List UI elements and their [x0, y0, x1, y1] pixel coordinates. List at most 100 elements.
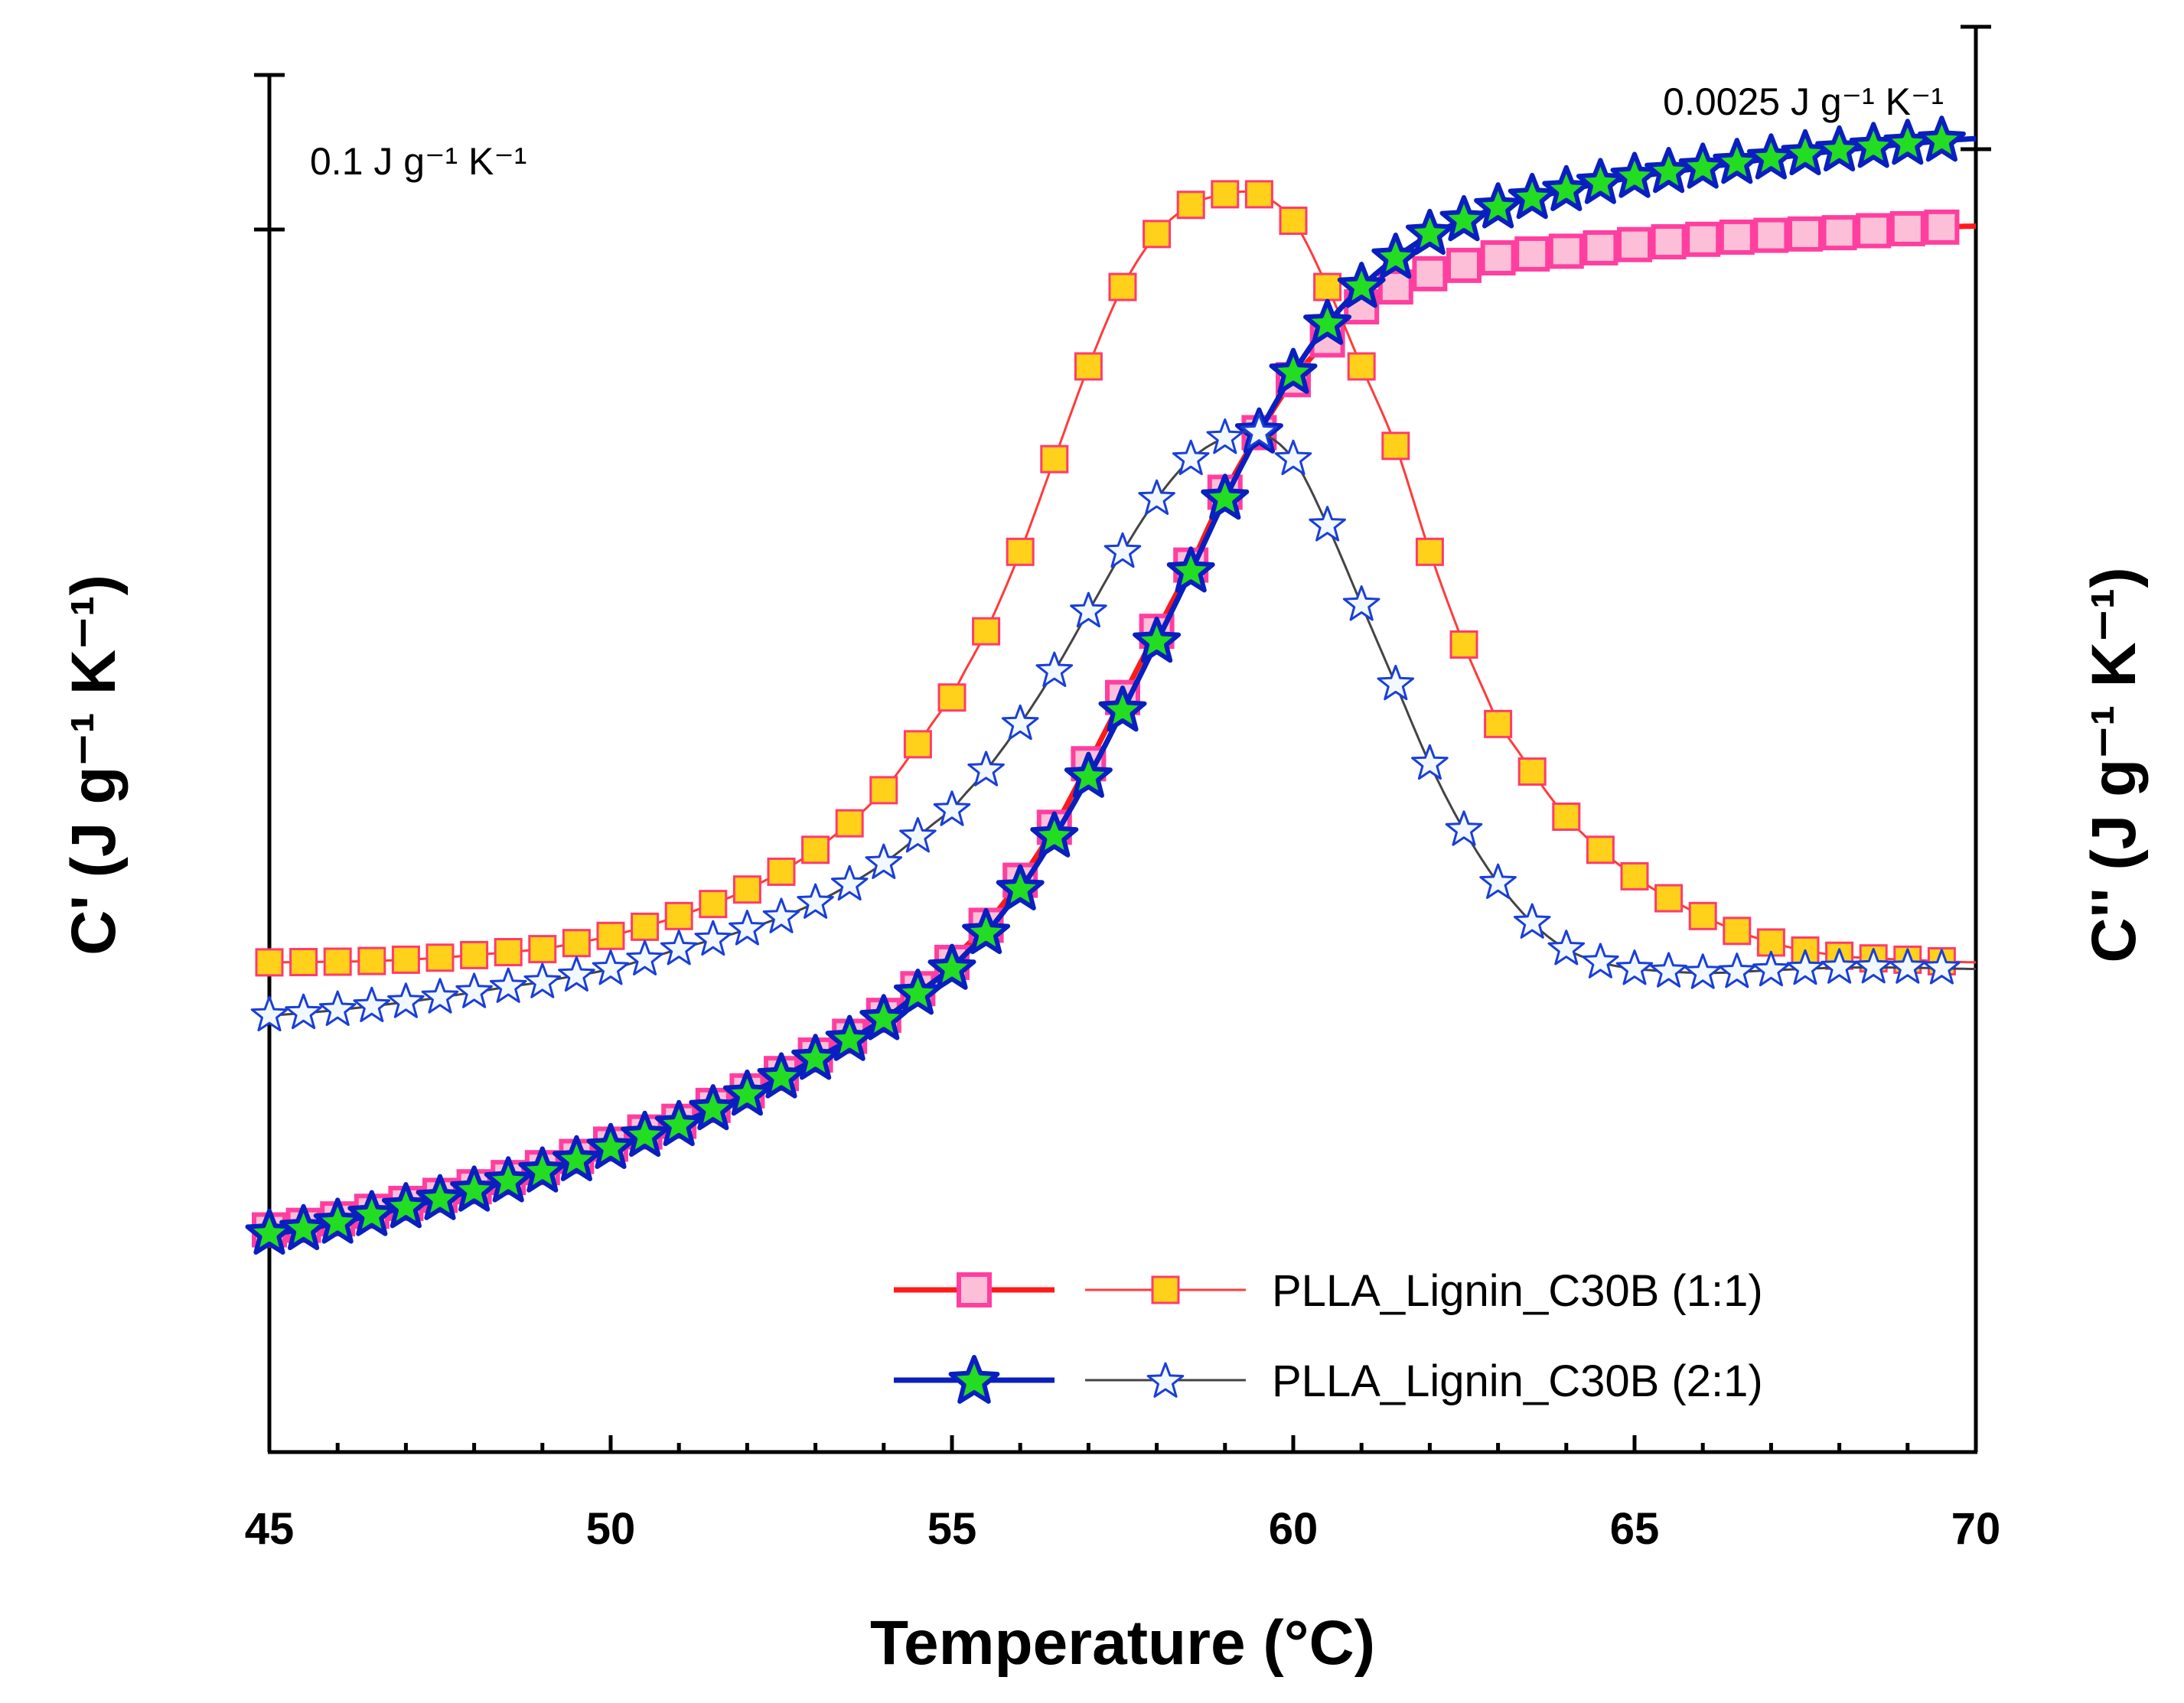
data-point — [1889, 210, 1925, 246]
series-line — [269, 190, 1977, 964]
data-point — [1074, 352, 1103, 381]
data-point — [1713, 138, 1762, 184]
data-point — [1303, 298, 1352, 345]
data-point — [1001, 704, 1039, 741]
data-point — [1279, 207, 1308, 236]
data-point — [1586, 835, 1615, 865]
data-point — [1337, 262, 1386, 308]
data-point — [927, 943, 976, 990]
x-tick-label: 60 — [1269, 1504, 1319, 1554]
data-point — [1415, 537, 1444, 566]
data-point — [1617, 226, 1652, 262]
data-point — [592, 949, 630, 985]
data-point — [1821, 215, 1857, 251]
data-point — [660, 930, 698, 965]
data-point — [937, 683, 967, 712]
data-point — [1446, 247, 1482, 283]
data-point — [562, 929, 591, 958]
data-point — [1269, 347, 1318, 394]
data-point — [1108, 272, 1137, 301]
data-point — [903, 730, 932, 759]
data-point — [558, 956, 595, 992]
data-point — [1211, 180, 1240, 209]
data-point — [1610, 151, 1659, 198]
data-point — [1620, 861, 1649, 891]
legend-marker-cprime-2 — [948, 1355, 1000, 1404]
data-point — [255, 948, 284, 977]
series-cdoubleprime-2-1 — [250, 413, 1977, 1032]
data-point — [664, 901, 693, 930]
data-point — [699, 890, 728, 919]
data-point — [1035, 651, 1074, 687]
data-point — [596, 921, 625, 950]
data-point — [791, 1034, 840, 1080]
data-point — [528, 935, 557, 964]
data-point — [285, 993, 322, 1030]
data-point — [689, 1084, 738, 1131]
right-axis-title: C'' (J g⁻¹ K⁻¹) — [2079, 567, 2149, 962]
data-point — [767, 857, 796, 886]
data-point — [1650, 952, 1687, 988]
data-point — [318, 990, 357, 1026]
data-point — [1815, 125, 1864, 172]
data-point — [1411, 744, 1449, 780]
data-point — [313, 1197, 362, 1244]
data-point — [797, 883, 834, 919]
data-point — [1753, 217, 1789, 253]
data-point — [1576, 158, 1625, 204]
data-point — [1449, 630, 1478, 659]
data-point — [1381, 431, 1410, 461]
data-point — [654, 1099, 703, 1147]
data-point — [1513, 903, 1551, 939]
data-point — [1240, 413, 1278, 449]
data-point — [416, 1174, 465, 1220]
data-point — [1098, 685, 1147, 732]
data-point — [996, 864, 1045, 910]
data-point — [1445, 810, 1483, 846]
data-point — [1547, 930, 1586, 965]
data-point — [1548, 233, 1584, 269]
data-point — [1040, 444, 1069, 474]
data-point — [1166, 546, 1215, 593]
legend-item-1: PLLA_Lignin_C30B (1:1) — [894, 1266, 1763, 1316]
data-point — [893, 969, 942, 1015]
data-point — [972, 617, 1001, 646]
data-point — [1651, 224, 1687, 260]
data-point — [1849, 122, 1898, 168]
x-ticks: 45 50 55 60 65 70 — [245, 1435, 2000, 1554]
legend-label-2: PLLA_Lignin_C30B (2:1) — [1272, 1356, 1763, 1406]
data-point — [626, 939, 663, 975]
data-point — [1474, 182, 1523, 229]
left-axis-title: C' (J g⁻¹ K⁻¹) — [59, 575, 129, 956]
legend-label-1: PLLA_Lignin_C30B (1:1) — [1272, 1266, 1763, 1316]
data-point — [1206, 418, 1244, 454]
data-point — [1854, 948, 1892, 984]
data-point — [357, 946, 386, 975]
data-point — [1244, 180, 1273, 209]
data-point — [450, 1165, 499, 1212]
data-point — [1688, 901, 1717, 930]
left-scale-bar — [254, 73, 285, 232]
data-point — [387, 982, 425, 1018]
data-point — [1377, 664, 1415, 701]
data-point — [722, 1070, 771, 1116]
data-point — [494, 938, 523, 967]
data-point — [694, 920, 732, 956]
data-point — [835, 809, 864, 838]
legend-marker-cdoubleprime-2 — [1146, 1362, 1185, 1398]
data-point — [421, 978, 459, 1014]
data-point — [455, 972, 493, 1008]
data-point — [757, 1052, 806, 1099]
data-point — [1439, 195, 1488, 242]
x-tick-label: 50 — [586, 1504, 636, 1554]
data-point — [1143, 220, 1172, 249]
data-point — [1654, 884, 1684, 913]
data-point — [1746, 133, 1795, 180]
data-point — [729, 910, 766, 946]
data-point — [631, 912, 660, 941]
left-scale-label: 0.1 J g⁻¹ K⁻¹ — [310, 140, 526, 183]
data-point — [250, 995, 288, 1032]
axes — [267, 149, 1978, 1454]
data-point — [1313, 272, 1342, 301]
